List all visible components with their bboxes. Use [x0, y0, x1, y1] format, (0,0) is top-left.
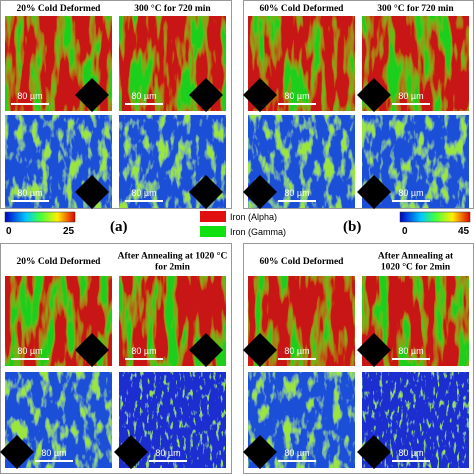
corner-marker	[189, 175, 223, 209]
corner-marker	[189, 78, 223, 112]
colorbar-min: 0	[6, 226, 12, 237]
corner-marker	[75, 78, 109, 112]
legend-swatch	[200, 226, 226, 237]
column-header: for 2min	[155, 263, 191, 273]
scale-bar-label: 80 µm	[131, 91, 156, 101]
corner-marker	[243, 333, 277, 367]
corner-marker	[243, 435, 277, 469]
scale-bar-label: 80 µm	[17, 91, 42, 101]
panel-label: (b)	[343, 219, 361, 235]
corner-marker	[243, 175, 277, 209]
scale-bar-label: 80 µm	[131, 346, 156, 356]
column-header: 60% Cold Deformed	[260, 257, 345, 267]
colorbar	[4, 211, 76, 223]
colorbar	[399, 211, 471, 223]
scale-bar-label: 80 µm	[131, 188, 156, 198]
scale-bar-label: 80 µm	[284, 188, 309, 198]
scale-bar-label: 80 µm	[17, 346, 42, 356]
legend-text: Iron (Gamma)	[230, 227, 286, 237]
scale-bar-label: 80 µm	[398, 346, 423, 356]
column-header: 300 °C for 720 min	[377, 3, 454, 14]
colorbar-max: 25	[63, 226, 75, 237]
panel-frame	[0, 0, 232, 209]
scale-bar-label: 80 µm	[155, 448, 180, 458]
corner-marker	[357, 175, 391, 209]
colorbar-max: 45	[458, 226, 470, 237]
column-header: After Annealing at 1020 °C	[118, 251, 228, 262]
scale-bar-label: 80 µm	[284, 91, 309, 101]
legend-text: Iron (Alpha)	[230, 212, 277, 222]
scale-bar-label: 80 µm	[284, 448, 309, 458]
scale-bar-label: 80 µm	[284, 346, 309, 356]
scale-bar-label: 80 µm	[398, 188, 423, 198]
column-header: 300 °C for 720 min	[134, 3, 211, 14]
legend-swatch	[200, 211, 226, 222]
column-header: 1020 °C for 2min	[381, 262, 451, 273]
column-header: 60% Cold Deformed	[260, 4, 345, 14]
panel-label: (a)	[110, 219, 128, 235]
scale-bar-label: 80 µm	[398, 448, 423, 458]
column-header: 20% Cold Deformed	[17, 4, 102, 14]
corner-marker	[357, 435, 391, 469]
corner-marker	[75, 175, 109, 209]
scale-bar-label: 80 µm	[398, 91, 423, 101]
scale-bar-label: 80 µm	[41, 448, 66, 458]
column-header: After Annealing at	[378, 252, 454, 262]
scale-bar-label: 80 µm	[17, 188, 42, 198]
colorbar-min: 0	[402, 226, 408, 237]
corner-marker	[189, 333, 223, 367]
column-header: 20% Cold Deformed	[17, 257, 102, 267]
corner-marker	[357, 333, 391, 367]
